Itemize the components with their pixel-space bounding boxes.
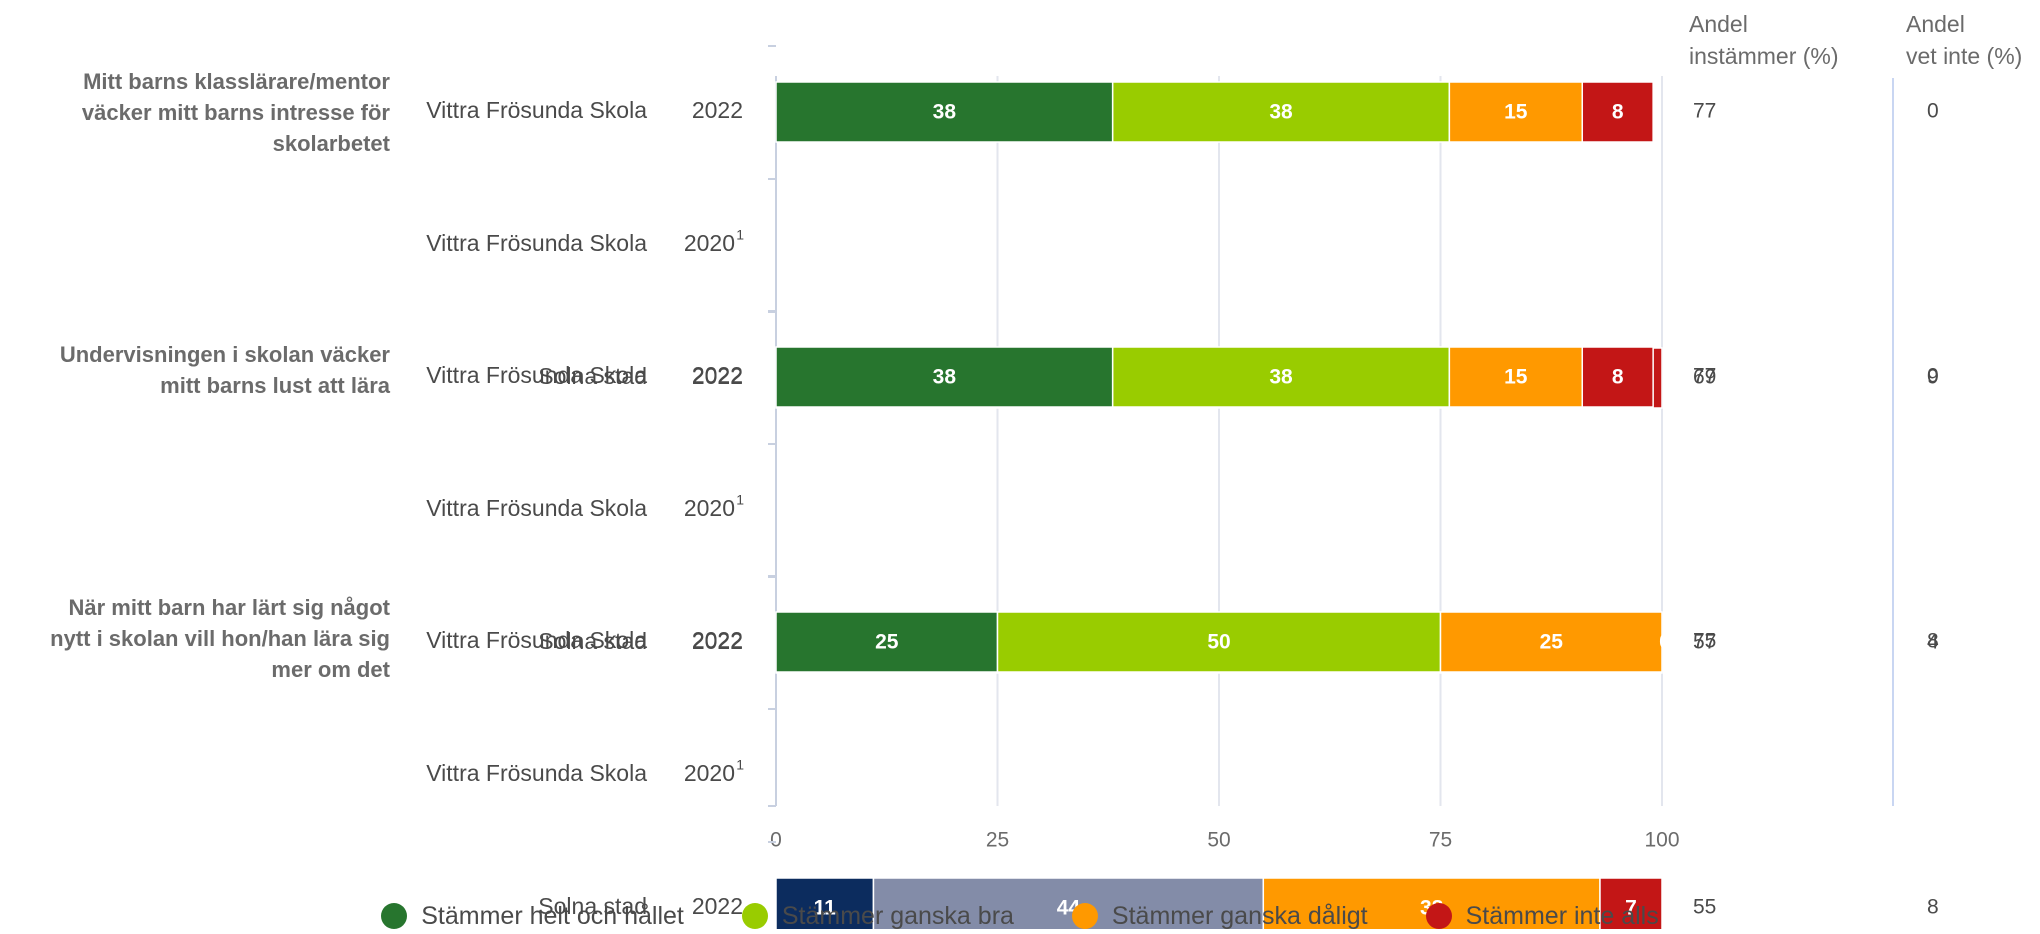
row-footnote: 1: [736, 492, 744, 508]
agree-header-line2: instämmer (%): [1689, 43, 1839, 69]
question-label-line: väcker mitt barns intresse för: [81, 100, 390, 125]
legend-dot-helt: [381, 903, 408, 929]
bar-segment: [1599, 877, 1663, 929]
agree-value: 55: [1693, 896, 1716, 919]
bar-value-label: 38: [933, 101, 957, 124]
row-year: 2022: [692, 362, 743, 388]
dontknow-value: 8: [1927, 630, 1939, 653]
bar-segment: [775, 81, 1114, 143]
row-name: Vittra Frösunda Skola: [426, 362, 647, 388]
dontknow-value: 0: [1927, 365, 1939, 388]
dontknow-header: Andel vet inte (%): [1906, 8, 2022, 72]
legend-label-bra: Stämmer ganska bra: [781, 901, 1014, 930]
bar-value-label: 25: [1540, 631, 1564, 654]
bar-segment: [775, 877, 875, 929]
legend-dot-inte: [1425, 903, 1452, 929]
agree-value: 57: [1693, 631, 1716, 654]
agree-value: 77: [1693, 100, 1716, 123]
row-year: 2020: [684, 230, 735, 256]
bar-segment: [872, 877, 1265, 929]
bar-value-label: 38: [1269, 366, 1293, 389]
legend-dot-daligt: [1071, 903, 1098, 929]
bar-value-label: 25: [875, 631, 899, 654]
bar-value-label: 11: [814, 897, 837, 920]
row-name: Solna stad: [538, 628, 647, 654]
question-label: Mitt barns klasslärare/mentor väcker mitt…: [0, 66, 390, 159]
legend-label-helt: Stämmer helt och hållet: [421, 901, 684, 930]
bar-value-label: 15: [1504, 366, 1528, 389]
legend-item-bra[interactable]: Stämmer ganska bra: [741, 898, 1014, 934]
legend-label-daligt: Stämmer ganska dåligt: [1111, 901, 1368, 930]
bar-segment: [775, 346, 1114, 408]
question-label-line: Undervisningen i skolan väcker: [59, 342, 390, 367]
bar-segment: [1581, 346, 1654, 408]
dontknow-header-line2: vet inte (%): [1906, 43, 2023, 69]
question-label-line: När mitt barn har lärt sig något: [68, 595, 391, 620]
row-name: Solna stad: [538, 363, 647, 389]
bar-value-label: 50: [1207, 631, 1230, 654]
legend: Stämmer helt och hållet Stämmer ganska b…: [0, 898, 2040, 934]
x-tick-label-25: 25: [986, 829, 1009, 852]
bar-value-label: 8: [1612, 101, 1624, 124]
question-label-line: Mitt barns klasslärare/mentor: [83, 69, 390, 94]
x-tick-label-50: 50: [1207, 829, 1230, 852]
x-tick-label-0: 0: [770, 829, 782, 852]
row-year: 2022: [692, 893, 743, 919]
row-year: 2020: [684, 760, 735, 786]
agree-value: 69: [1693, 366, 1716, 389]
row-year: 2020: [684, 495, 735, 521]
legend-item-helt[interactable]: Stämmer helt och hållet: [381, 898, 684, 934]
legend-item-daligt[interactable]: Stämmer ganska dåligt: [1071, 898, 1368, 934]
bar-value-label: 8: [1612, 366, 1624, 389]
dontknow-value: 4: [1927, 631, 1939, 654]
bar-segment: [775, 611, 999, 673]
dontknow-header-line1: Andel: [1906, 11, 1965, 37]
legend-item-inte[interactable]: Stämmer inte alls: [1425, 898, 1659, 934]
question-label-line: nytt i skolan vill hon/han lära sig: [50, 626, 390, 651]
agree-header-line1: Andel: [1689, 11, 1748, 37]
agree-value: 75: [1693, 630, 1716, 653]
bar-segment: [1111, 81, 1451, 143]
bar-segment: [1581, 81, 1654, 143]
dontknow-value: 0: [1927, 100, 1939, 123]
row-name: Vittra Frösunda Skola: [426, 230, 647, 256]
bar-value-label: 38: [933, 366, 957, 389]
row-year: 2022: [692, 627, 743, 653]
legend-dot-bra: [741, 903, 768, 929]
bar-value-label: 0: [1659, 631, 1671, 654]
row-year: 2022: [692, 363, 743, 389]
agree-header: Andel instämmer (%): [1689, 8, 1839, 72]
row-name: Vittra Frösunda Skola: [426, 97, 647, 123]
row-footnote: 1: [736, 757, 744, 773]
bar-segment: [1448, 81, 1584, 143]
row-name: Vittra Frösunda Skola: [426, 495, 647, 521]
bar-value-label: 15: [1504, 101, 1528, 124]
row-name: Vittra Frösunda Skola: [426, 627, 647, 653]
x-tick-label-75: 75: [1429, 829, 1452, 852]
bar-segment: [1439, 611, 1663, 673]
question-label: När mitt barn har lärt sig något nytt i s…: [0, 592, 390, 685]
row-name: Solna stad: [538, 893, 647, 919]
question-label-line: mer om det: [271, 657, 390, 682]
question-label-line: mitt barns lust att lära: [160, 373, 390, 398]
row-year: 2022: [692, 97, 743, 123]
bar-value-label: 7: [1625, 897, 1637, 920]
dontknow-value: 9: [1927, 366, 1939, 389]
row-footnote: 1: [736, 227, 744, 243]
question-label-line: skolarbetet: [272, 131, 390, 156]
row-name: Vittra Frösunda Skola: [426, 760, 647, 786]
agree-value: 77: [1693, 365, 1716, 388]
row-year: 2022: [692, 628, 743, 654]
x-tick-label-100: 100: [1644, 829, 1679, 852]
question-label: Undervisningen i skolan väcker mitt barns…: [0, 339, 390, 401]
dontknow-value: 8: [1927, 896, 1939, 919]
bar-value-label: 38: [1269, 101, 1293, 124]
legend-label-inte: Stämmer inte alls: [1465, 901, 1659, 930]
